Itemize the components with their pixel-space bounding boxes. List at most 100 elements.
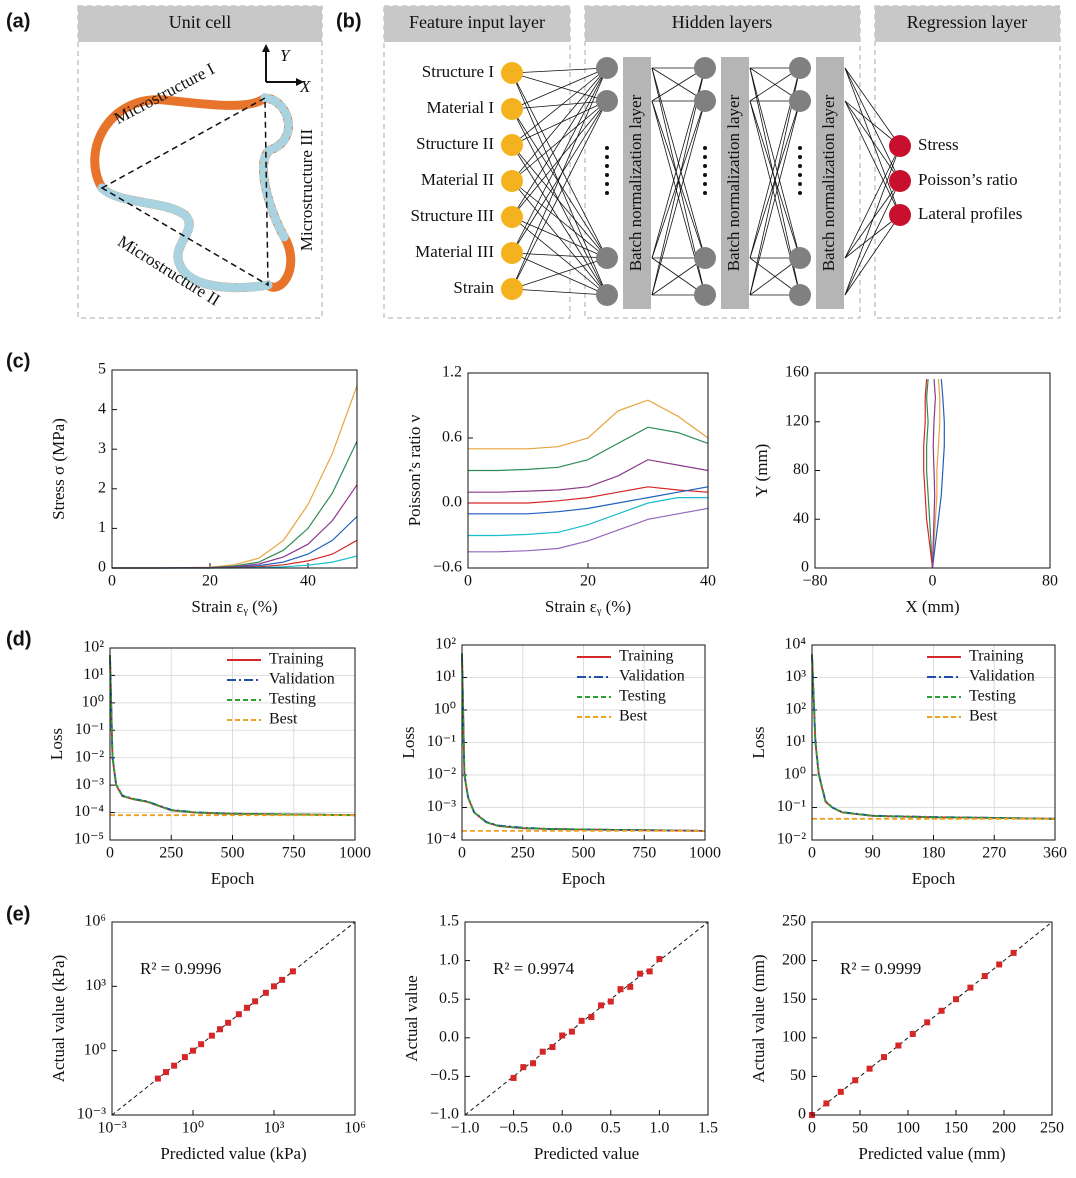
y-tick-label: 10⁻³	[75, 776, 104, 793]
structure-label: Microstructure I	[111, 59, 218, 128]
y-tick-label: 3	[98, 440, 106, 457]
point	[656, 956, 663, 963]
x-tick-label: −1.0	[450, 1120, 479, 1137]
y-axis-label: Loss	[47, 728, 66, 760]
x-tick-label: 150	[944, 1120, 968, 1137]
x-tick-label: 40	[300, 573, 316, 590]
series-line	[112, 441, 358, 569]
panel-label: (e)	[6, 903, 30, 925]
x-tick-label: 0	[808, 845, 816, 862]
series-line	[931, 379, 937, 569]
link	[511, 67, 608, 146]
y-tick-label: 10⁴	[784, 636, 806, 653]
header: Hidden layers	[672, 12, 772, 32]
point	[938, 1007, 945, 1014]
input-node	[501, 170, 523, 192]
link	[844, 100, 901, 182]
hidden-node	[596, 247, 618, 269]
panel-label: (b)	[336, 10, 362, 32]
hidden-node	[694, 284, 716, 306]
ellipsis-dot	[703, 182, 707, 186]
x-tick-label: 500	[221, 845, 245, 862]
point	[181, 1054, 188, 1061]
x-tick-label: 180	[922, 845, 946, 862]
input-node	[501, 98, 523, 120]
ellipsis-dot	[703, 173, 707, 177]
point	[208, 1032, 215, 1039]
ellipsis-dot	[703, 155, 707, 159]
x-tick-label: 500	[572, 845, 596, 862]
header-bar	[78, 6, 322, 42]
y-tick-label: 0.0	[442, 494, 462, 511]
input-label: Structure III	[410, 206, 494, 225]
diagonal	[464, 921, 709, 1116]
link	[749, 100, 801, 259]
x-tick-label: 20	[580, 573, 596, 590]
y-axis-label: Loss	[399, 726, 418, 758]
link	[844, 180, 901, 296]
y-tick-label: 120	[785, 412, 809, 429]
link	[511, 100, 608, 254]
series-line	[468, 497, 708, 537]
legend-label: Training	[969, 648, 1024, 665]
point	[520, 1064, 527, 1071]
y-tick-label: 200	[782, 951, 806, 968]
input-label: Material II	[421, 170, 494, 189]
x-tick-label: 0.0	[552, 1120, 572, 1137]
point	[279, 976, 286, 983]
y-tick-label: 0.5	[439, 990, 459, 1007]
point	[235, 1011, 242, 1018]
y-axis-label: Actual value (kPa)	[49, 955, 68, 1082]
series-line	[468, 486, 709, 504]
x-tick-label: 0	[108, 573, 116, 590]
series-line	[112, 484, 358, 569]
plot-frame	[461, 644, 706, 841]
hidden-node	[789, 57, 811, 79]
y-tick-label: 10⁻³	[427, 798, 456, 815]
series-line	[468, 459, 709, 493]
series-line	[109, 655, 356, 817]
point	[578, 1017, 585, 1024]
panel-label: (a)	[6, 10, 30, 32]
link	[511, 288, 608, 296]
point	[289, 968, 296, 975]
point	[996, 961, 1003, 968]
y-tick-label: −0.6	[433, 559, 462, 576]
annotation: R² = 0.9999	[840, 959, 921, 978]
link	[844, 100, 901, 216]
ellipsis-dot	[605, 146, 609, 150]
x-tick-label: 0	[458, 845, 466, 862]
point	[262, 989, 269, 996]
series-line	[931, 379, 945, 569]
y-tick-label: 10⁻²	[427, 766, 456, 783]
x-tick-label: 10⁰	[182, 1120, 204, 1137]
x-tick-label: 200	[992, 1120, 1016, 1137]
x-tick-label: 0.5	[601, 1120, 621, 1137]
legend-label: Best	[269, 711, 298, 728]
point	[559, 1032, 566, 1039]
x-tick-label: 1.0	[649, 1120, 669, 1137]
link	[651, 100, 706, 296]
bn-bar	[623, 57, 651, 309]
x-tick-label: 50	[852, 1120, 868, 1137]
output-label: Poisson’s ratio	[918, 170, 1018, 189]
link	[511, 100, 608, 290]
y-tick-label: 0.0	[439, 1028, 459, 1045]
series-line	[468, 507, 709, 553]
point	[895, 1042, 902, 1049]
hidden-node	[694, 57, 716, 79]
input-node	[501, 62, 523, 84]
legend-label: Testing	[269, 691, 316, 708]
x-tick-label: −80	[802, 573, 827, 590]
point	[617, 986, 624, 993]
y-tick-label: −0.5	[430, 1067, 459, 1084]
series-line	[923, 379, 934, 569]
series-line	[112, 385, 358, 569]
series-line	[461, 654, 706, 832]
legend-label: Validation	[269, 671, 335, 688]
legend-label: Validation	[969, 668, 1035, 685]
input-node	[501, 242, 523, 264]
y-tick-label: 10⁻¹	[427, 733, 456, 750]
link	[511, 100, 608, 146]
